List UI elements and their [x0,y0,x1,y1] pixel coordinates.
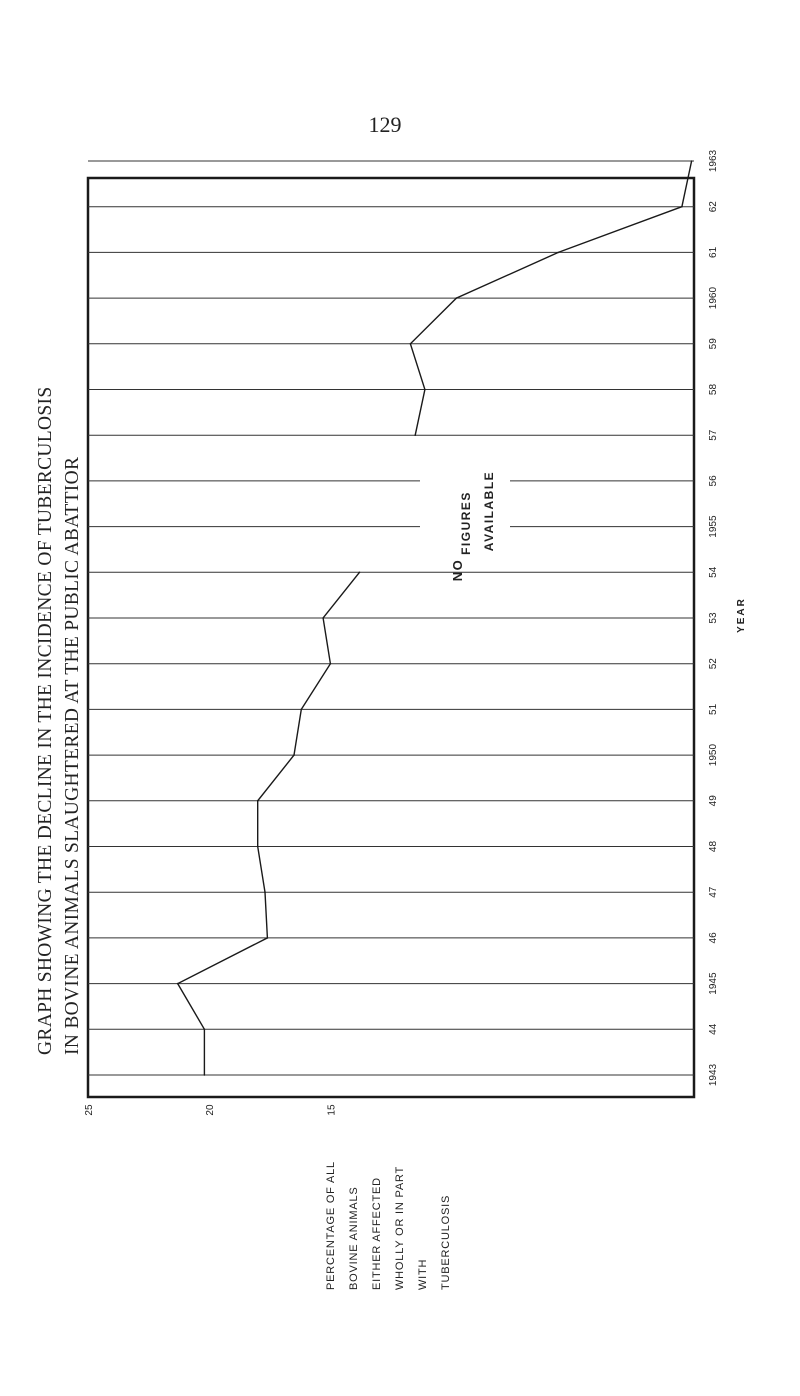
x-tick-label-59: 59 [708,338,719,350]
data-point-1960 [455,297,458,299]
x-tick-label-44: 44 [708,1023,719,1035]
y-tick-label-20: 20 [205,1104,216,1116]
y-tick-label-25: 25 [84,1104,95,1116]
x-tick-label-51: 51 [708,703,719,715]
data-point-61 [557,251,560,254]
x-tick-label-52: 52 [708,658,719,670]
x-tick-label-53: 53 [708,612,719,624]
data-point-1963 [690,160,693,162]
x-tick-label-62: 62 [708,201,719,213]
data-point-62 [681,205,683,208]
no-figures-annotation-line-1: NO [450,559,465,582]
x-axis-label: YEAR [736,597,747,633]
y-tick-label-15: 15 [326,1104,337,1116]
data-point-48 [256,845,259,848]
x-tick-label-47: 47 [708,886,719,898]
data-point-52 [329,662,332,665]
x-tick-label-1945: 1945 [708,972,719,995]
no-figures-annotation-line-2: FIGURES [459,491,473,555]
data-point-1945 [176,982,179,985]
data-point-59 [409,343,412,345]
data-point-44 [203,1028,206,1031]
data-line-segment-1 [176,571,361,1075]
x-tick-label-1963: 1963 [708,149,719,172]
x-tick-label-1955: 1955 [708,515,719,538]
data-point-53 [322,617,324,619]
data-point-57 [414,434,417,437]
x-tick-label-49: 49 [708,795,719,807]
x-tick-label-57: 57 [708,429,719,441]
data-point-1950 [293,754,295,756]
data-point-51 [300,708,303,711]
x-tick-label-56: 56 [708,475,719,487]
data-point-54 [358,571,361,574]
data-point-58 [424,388,426,391]
x-tick-label-1960: 1960 [708,287,719,310]
no-figures-annotation-line-3: AVAILABLE [482,471,496,551]
data-point-1943 [203,1074,206,1076]
x-tick-label-46: 46 [708,932,719,944]
x-tick-label-1943: 1943 [708,1063,719,1086]
x-tick-label-1950: 1950 [708,744,719,767]
plot-frame [86,176,696,1099]
x-tick-label-61: 61 [708,246,719,258]
x-tick-label-48: 48 [708,841,719,853]
data-point-49 [256,800,259,802]
x-tick-label-58: 58 [708,384,719,396]
data-point-46 [266,937,269,939]
x-tick-label-54: 54 [708,566,719,578]
page-number: 129 [368,112,402,137]
data-point-47 [264,891,266,893]
